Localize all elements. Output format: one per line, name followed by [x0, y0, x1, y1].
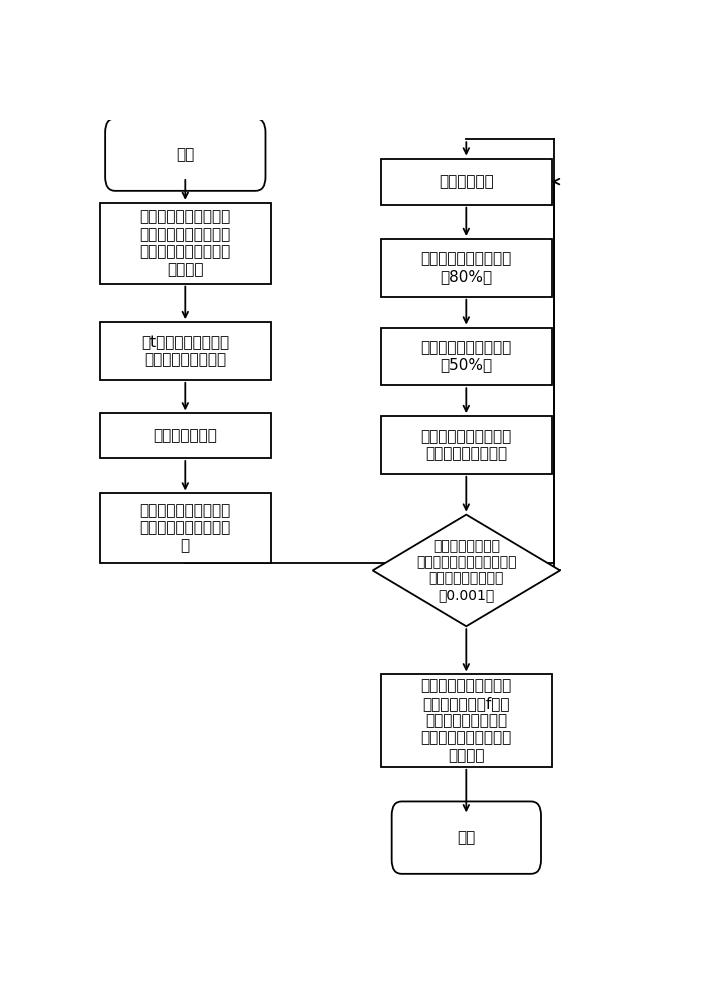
Text: 结束: 结束: [457, 830, 476, 845]
Bar: [381, 159, 552, 205]
Bar: [381, 239, 552, 297]
Text: 进行变异操作（变异概
率50%）: 进行变异操作（变异概 率50%）: [421, 340, 512, 373]
Text: 进行选择操作: 进行选择操作: [439, 174, 493, 189]
Polygon shape: [373, 515, 560, 626]
Bar: [100, 493, 271, 563]
Bar: [100, 413, 271, 458]
Text: 创建初始化种群: 创建初始化种群: [154, 428, 218, 443]
Bar: [381, 674, 552, 767]
Text: 进行交叉操作（交叉概
率80%）: 进行交叉操作（交叉概 率80%）: [421, 252, 512, 284]
Text: 计算适应度函数，评估
得到初始种群的最优个
体: 计算适应度函数，评估 得到初始种群的最优个 体: [139, 503, 231, 553]
Text: 得到最优适应度函数值
对应的目标函数f和最
优个体，解码最优个
体，得到优化后的待求
变量结果: 得到最优适应度函数值 对应的目标函数f和最 优个体，解码最优个 体，得到优化后的…: [421, 678, 512, 763]
FancyBboxPatch shape: [105, 118, 265, 191]
Text: 计算适应度函数，评估
得到本代的最优个体: 计算适应度函数，评估 得到本代的最优个体: [421, 429, 512, 461]
Text: 判断本代和上一代
种群最优个体的适应度函数
差值是否小于设定值
（0.001）: 判断本代和上一代 种群最优个体的适应度函数 差值是否小于设定值 （0.001）: [416, 539, 517, 602]
Bar: [381, 416, 552, 474]
Bar: [100, 322, 271, 380]
Text: 设置种群数量，电解槽
工作温度等参数，设置
中间变量及待求变量的
上下限值: 设置种群数量，电解槽 工作温度等参数，设置 中间变量及待求变量的 上下限值: [139, 210, 231, 277]
FancyBboxPatch shape: [392, 801, 541, 874]
Bar: [100, 203, 271, 284]
Bar: [381, 328, 552, 385]
Text: 开始: 开始: [176, 147, 194, 162]
Text: 对t时刻电解槽的电流
等待求变量进行编码: 对t时刻电解槽的电流 等待求变量进行编码: [141, 335, 230, 367]
